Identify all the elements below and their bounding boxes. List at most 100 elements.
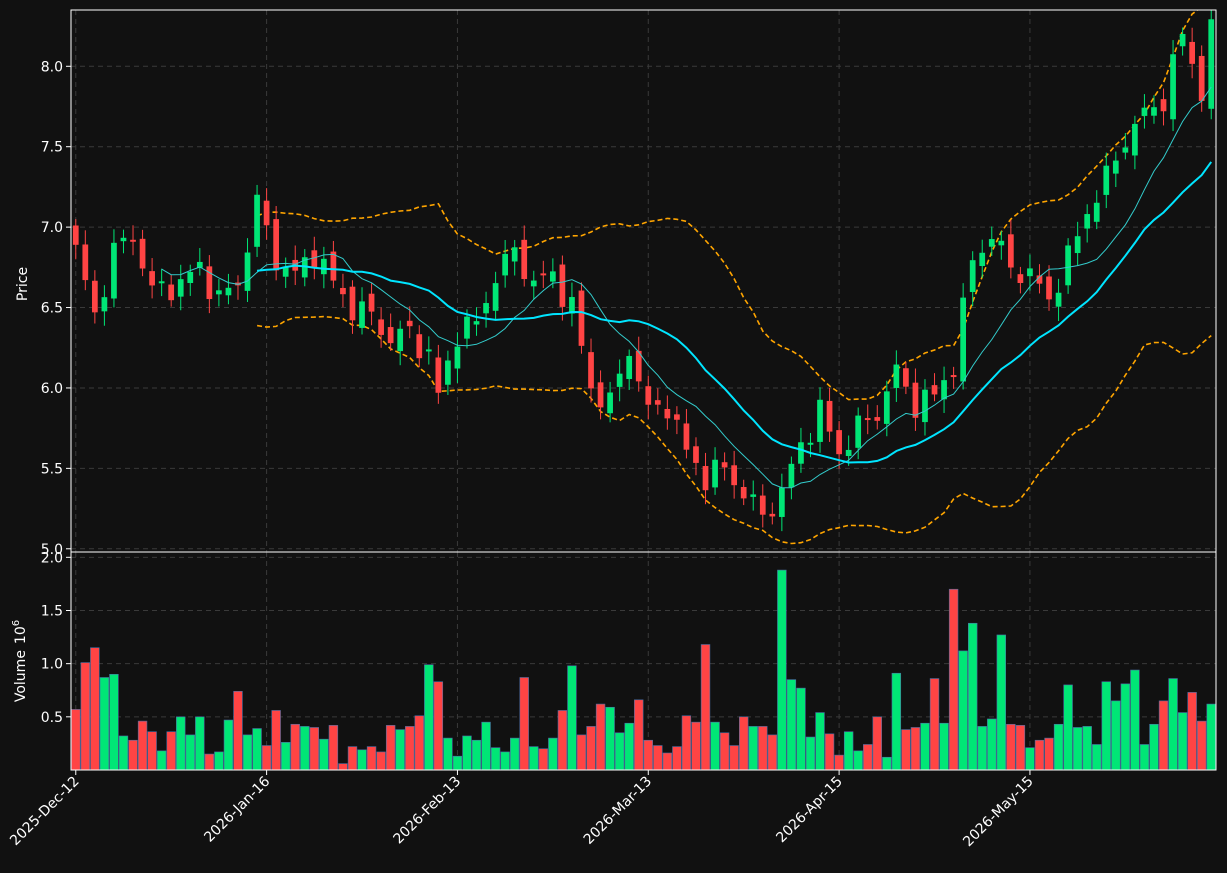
candle-body — [168, 284, 175, 301]
candle — [969, 251, 976, 307]
volume-bar — [280, 742, 291, 771]
candle — [1046, 265, 1052, 311]
candle-body — [740, 487, 747, 499]
volume-bar — [815, 712, 825, 771]
volume-bar — [767, 734, 778, 771]
volume-y-ticks: 0.5 1.0 1.5 2.0 — [41, 550, 71, 726]
candle-body — [578, 290, 585, 346]
candle — [1017, 266, 1024, 294]
volume-bar — [290, 723, 300, 771]
candle-body — [1122, 147, 1129, 153]
candle — [626, 349, 633, 391]
candle-body — [120, 237, 127, 242]
candle-body — [282, 266, 289, 277]
volume-bar — [1206, 703, 1216, 771]
candle — [1065, 238, 1071, 294]
candle-body — [836, 430, 842, 455]
candle-body — [950, 375, 957, 378]
volume-bar — [214, 751, 224, 771]
volume-bar — [1130, 669, 1140, 771]
candle — [530, 270, 537, 300]
candle-body — [91, 280, 98, 313]
volume-bar — [233, 691, 243, 771]
volume-bar — [977, 726, 987, 771]
volume-bar — [719, 732, 730, 771]
volume-bar — [700, 644, 711, 771]
volume-bar — [99, 677, 110, 771]
candle-body — [1055, 292, 1062, 307]
volume-bar — [405, 726, 415, 771]
volume-bar — [891, 672, 902, 771]
volume-bar — [939, 722, 949, 771]
candle — [454, 332, 461, 383]
candle — [101, 285, 108, 326]
candle — [187, 264, 194, 296]
volume-bar — [366, 746, 377, 771]
candle-body — [588, 352, 594, 389]
volume-bar — [433, 681, 444, 771]
bollinger-bands — [256, 10, 1212, 545]
candle — [216, 279, 222, 307]
candle — [721, 452, 728, 481]
candle — [273, 206, 280, 281]
candle — [378, 307, 384, 348]
volume-bar — [872, 716, 882, 771]
candle — [683, 409, 690, 459]
candle — [569, 282, 575, 327]
candle-body — [1151, 107, 1157, 116]
candle-body — [559, 264, 566, 307]
price-tick-label: 8.0 — [41, 59, 63, 75]
candle-body — [1179, 33, 1186, 47]
volume-bar — [1120, 683, 1131, 771]
candle-body — [1103, 165, 1110, 195]
volume-bar — [395, 729, 405, 771]
candle — [1141, 94, 1148, 129]
volume-bar — [786, 679, 797, 771]
candle-body — [406, 320, 413, 327]
candle — [740, 479, 747, 506]
price-tick-label: 5.0 — [41, 542, 63, 558]
candle-body — [922, 389, 928, 423]
volume-bar — [729, 745, 739, 771]
candle-body — [464, 316, 470, 339]
candle-body — [263, 200, 270, 226]
volume-bar — [1168, 678, 1178, 771]
candle-body — [425, 349, 432, 352]
candle — [693, 437, 699, 476]
candle-body — [320, 258, 327, 275]
candle — [1036, 264, 1043, 294]
volume-bar — [796, 687, 806, 771]
candle — [597, 370, 604, 420]
volume-bar — [901, 729, 911, 771]
volume-label-text: Volume — [13, 650, 29, 702]
candle — [912, 368, 919, 431]
candle — [1132, 115, 1138, 170]
candle — [158, 268, 165, 297]
volume-bar — [1139, 744, 1150, 771]
volume-bar — [471, 739, 482, 771]
candle-body — [349, 286, 356, 321]
candle-body — [778, 487, 785, 517]
volume-bar — [137, 720, 148, 771]
candle — [149, 258, 155, 299]
candle — [349, 280, 356, 334]
candle-body — [378, 319, 384, 335]
volume-bar — [261, 745, 272, 771]
candle — [473, 307, 480, 336]
candle-body — [788, 463, 795, 488]
candle — [998, 230, 1005, 260]
candle-body — [540, 273, 547, 276]
volume-bar — [519, 677, 529, 771]
candle-body — [521, 239, 528, 280]
candle — [559, 255, 566, 321]
volume-scale-exponent: 6 — [11, 620, 22, 626]
volume-bar — [1015, 725, 1026, 771]
volume-bar — [1053, 723, 1064, 771]
volume-bar — [385, 725, 396, 771]
volume-bar — [1187, 692, 1197, 771]
candle-body — [311, 250, 318, 268]
candle-body — [941, 380, 947, 400]
candle-body — [883, 391, 890, 424]
volume-bar — [128, 739, 138, 771]
candle-body — [130, 239, 136, 242]
